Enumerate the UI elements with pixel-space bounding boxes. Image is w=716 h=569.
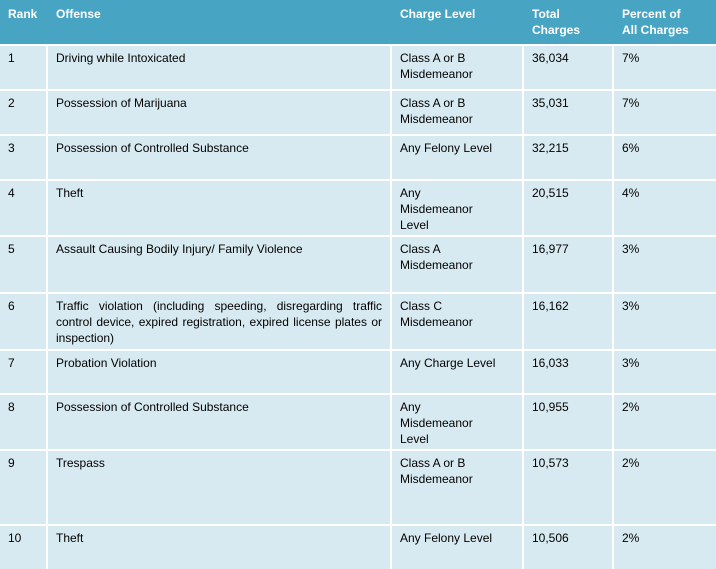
cell-total-charges: 16,977 — [524, 235, 614, 292]
table-row: 8 Possession of Controlled Substance Any… — [0, 393, 716, 449]
cell-rank: 4 — [0, 179, 48, 235]
cell-offense: Traffic violation (including speeding, d… — [48, 292, 392, 349]
cell-percent: 3% — [614, 235, 716, 292]
cell-charge-level: Any Felony Level — [392, 134, 524, 179]
cell-total-charges: 16,162 — [524, 292, 614, 349]
cell-percent: 4% — [614, 179, 716, 235]
cell-charge-level: Any Felony Level — [392, 524, 524, 569]
cell-rank: 1 — [0, 44, 48, 89]
table-row: 7 Probation Violation Any Charge Level 1… — [0, 349, 716, 393]
cell-percent: 7% — [614, 89, 716, 134]
table-row: 2 Possession of Marijuana Class A or B M… — [0, 89, 716, 134]
cell-charge-level: Class A Misdemeanor — [392, 235, 524, 292]
cell-offense: Theft — [48, 179, 392, 235]
cell-total-charges: 16,033 — [524, 349, 614, 393]
cell-rank: 10 — [0, 524, 48, 569]
table-row: 6 Traffic violation (including speeding,… — [0, 292, 716, 349]
cell-percent: 3% — [614, 349, 716, 393]
cell-offense: Probation Violation — [48, 349, 392, 393]
column-header-percent-of-all-charges: Percent of All Charges — [614, 0, 716, 44]
table-row: 4 Theft Any Misdemeanor Level 20,515 4% — [0, 179, 716, 235]
cell-total-charges: 10,506 — [524, 524, 614, 569]
cell-rank: 9 — [0, 449, 48, 524]
column-header-offense: Offense — [48, 0, 392, 44]
table-row: 5 Assault Causing Bodily Injury/ Family … — [0, 235, 716, 292]
column-header-rank: Rank — [0, 0, 48, 44]
cell-charge-level: Any Misdemeanor Level — [392, 393, 524, 449]
table-row: 10 Theft Any Felony Level 10,506 2% — [0, 524, 716, 569]
table-row: 9 Trespass Class A or B Misdemeanor 10,5… — [0, 449, 716, 524]
cell-percent: 2% — [614, 524, 716, 569]
cell-rank: 5 — [0, 235, 48, 292]
cell-percent: 7% — [614, 44, 716, 89]
cell-rank: 2 — [0, 89, 48, 134]
cell-offense: Trespass — [48, 449, 392, 524]
cell-offense: Possession of Marijuana — [48, 89, 392, 134]
table-row: 3 Possession of Controlled Substance Any… — [0, 134, 716, 179]
cell-charge-level: Any Misdemeanor Level — [392, 179, 524, 235]
cell-rank: 7 — [0, 349, 48, 393]
cell-percent: 2% — [614, 393, 716, 449]
cell-charge-level: Class A or B Misdemeanor — [392, 449, 524, 524]
cell-rank: 3 — [0, 134, 48, 179]
cell-offense: Possession of Controlled Substance — [48, 393, 392, 449]
cell-offense: Possession of Controlled Substance — [48, 134, 392, 179]
cell-total-charges: 10,955 — [524, 393, 614, 449]
cell-percent: 6% — [614, 134, 716, 179]
cell-offense: Driving while Intoxicated — [48, 44, 392, 89]
column-header-total-charges: Total Charges — [524, 0, 614, 44]
cell-total-charges: 20,515 — [524, 179, 614, 235]
cell-rank: 6 — [0, 292, 48, 349]
cell-rank: 8 — [0, 393, 48, 449]
cell-charge-level: Any Charge Level — [392, 349, 524, 393]
cell-offense: Theft — [48, 524, 392, 569]
cell-total-charges: 36,034 — [524, 44, 614, 89]
column-header-charge-level: Charge Level — [392, 0, 524, 44]
cell-charge-level: Class C Misdemeanor — [392, 292, 524, 349]
cell-total-charges: 10,573 — [524, 449, 614, 524]
cell-charge-level: Class A or B Misdemeanor — [392, 89, 524, 134]
cell-total-charges: 32,215 — [524, 134, 614, 179]
cell-total-charges: 35,031 — [524, 89, 614, 134]
cell-percent: 2% — [614, 449, 716, 524]
cell-offense: Assault Causing Bodily Injury/ Family Vi… — [48, 235, 392, 292]
table-row: 1 Driving while Intoxicated Class A or B… — [0, 44, 716, 89]
cell-charge-level: Class A or B Misdemeanor — [392, 44, 524, 89]
header-row: Rank Offense Charge Level Total Charges … — [0, 0, 716, 44]
cell-percent: 3% — [614, 292, 716, 349]
